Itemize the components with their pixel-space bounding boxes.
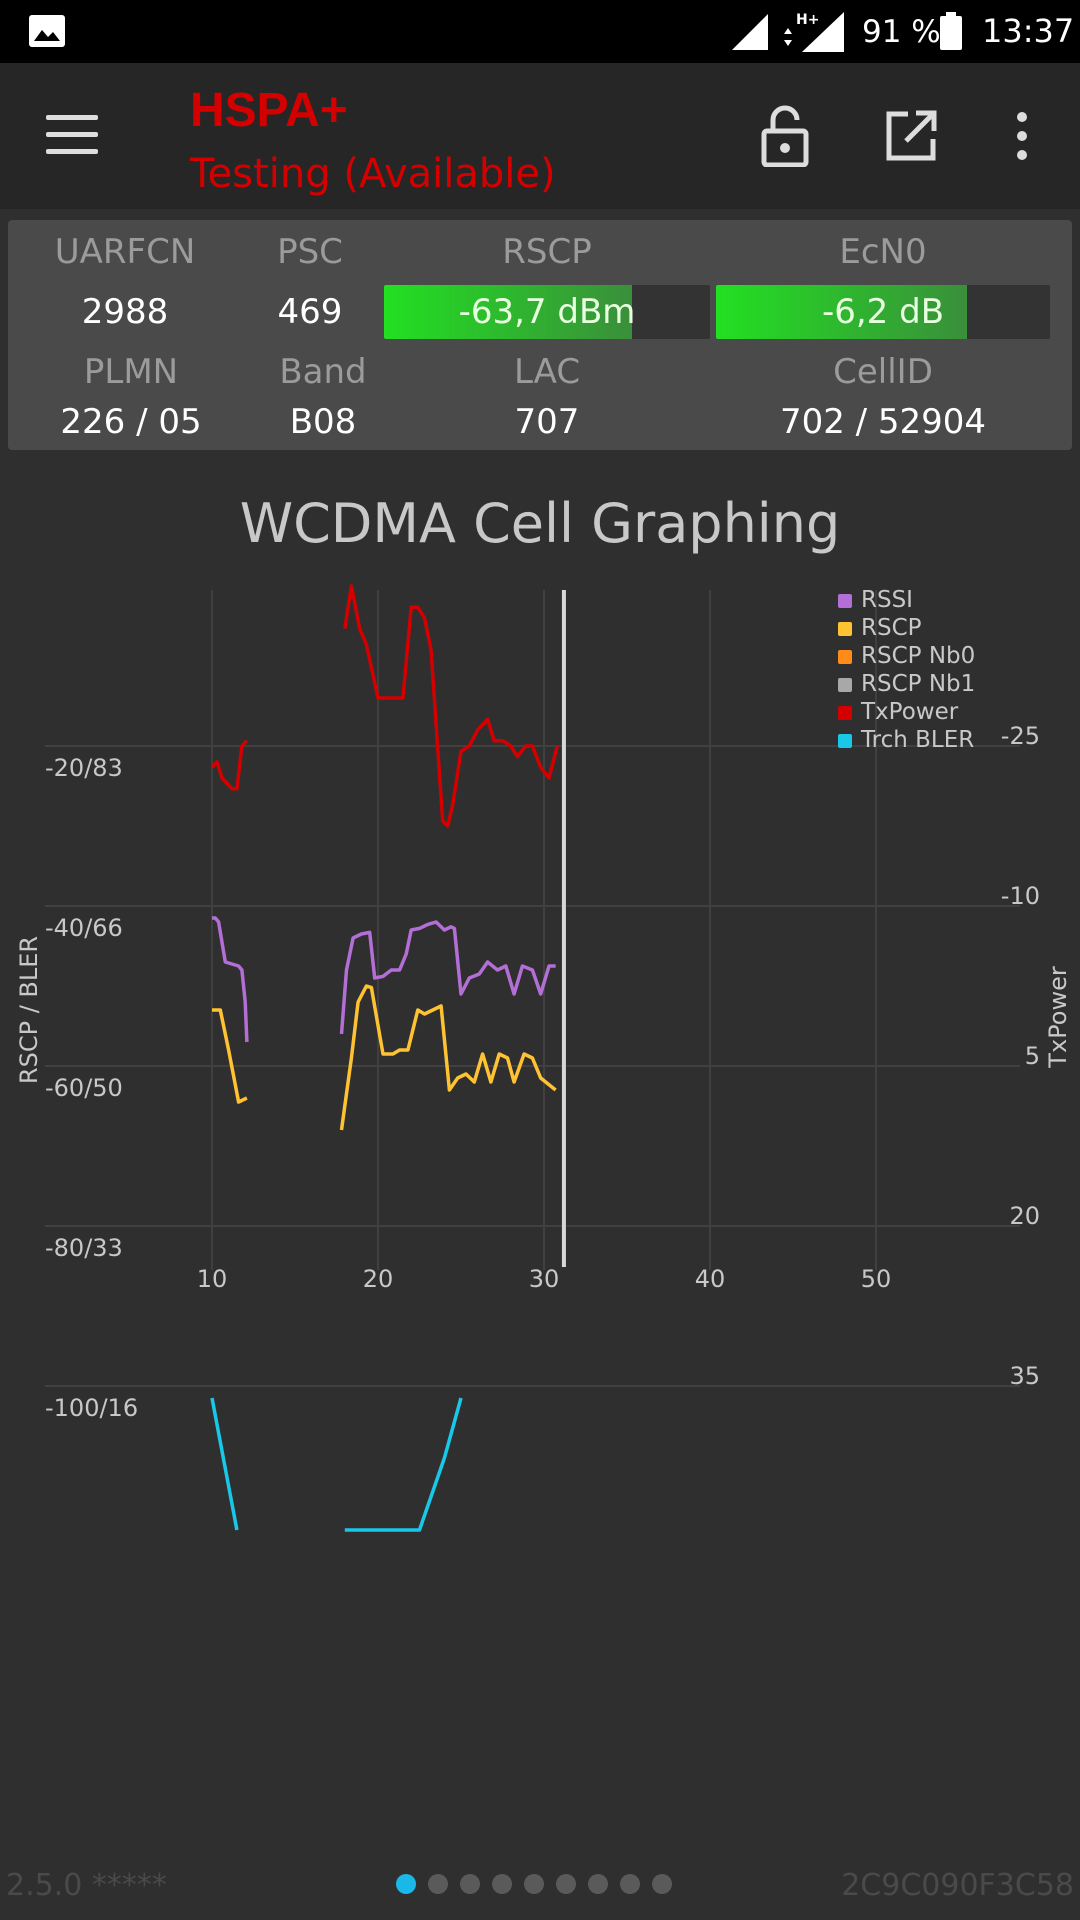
menu-button[interactable] (46, 115, 98, 155)
page-indicator (396, 1874, 672, 1894)
series-line-rssi (339, 920, 556, 1035)
y-right-axis-label: TxPower (1044, 966, 1072, 1069)
menu-icon-line (46, 132, 98, 137)
mobile-data-signal-icon: H+ (784, 12, 844, 52)
signal-strength-icon (732, 14, 768, 50)
series-line-txpower (343, 584, 559, 828)
page-dot[interactable] (396, 1874, 416, 1894)
ecn0-meter-fill (716, 285, 967, 339)
rscp-value: -63,7 dBm (458, 292, 636, 332)
legend-label: RSCP Nb1 (861, 671, 975, 697)
cell-info-card: UARFCN PSC RSCP EcN0 2988 469 -63,7 dBm … (8, 220, 1072, 450)
legend-swatch (838, 678, 852, 692)
legend-label: Trch BLER (860, 727, 974, 753)
cellid-value: 702 / 52904 (779, 402, 987, 442)
uarfcn-label: UARFCN (54, 232, 196, 272)
series-line-rscp (212, 1008, 248, 1104)
y-right-tick-label: 20 (1009, 1202, 1040, 1230)
legend-swatch (838, 734, 852, 748)
rscp-label: RSCP (502, 232, 592, 272)
uarfcn-value: 2988 (81, 292, 169, 332)
y-left-tick-label: -100/16 (45, 1394, 138, 1422)
page-dot[interactable] (556, 1874, 576, 1894)
page-dot[interactable] (428, 1874, 448, 1894)
y-right-tick-label: -10 (1001, 882, 1040, 910)
x-tick-label: 20 (363, 1265, 394, 1293)
image-notification-icon (29, 15, 65, 47)
lac-label: LAC (513, 352, 581, 392)
page-dot[interactable] (652, 1874, 672, 1894)
y-left-tick-label: -60/50 (45, 1074, 123, 1102)
open-external-icon[interactable] (884, 109, 938, 163)
cell-graph-chart[interactable]: -20/83 -40/66 -60/50 -80/33 -100/16 -25 -10 5 20… (0, 560, 1080, 1560)
device-id: 2C9C090F3C58 (841, 1868, 1074, 1903)
series-line-rssi (212, 916, 249, 1043)
page-dot[interactable] (524, 1874, 544, 1894)
battery-icon (940, 12, 962, 50)
network-status: Testing (Available) (190, 151, 556, 197)
cellid-label: CellID (833, 352, 933, 392)
legend-swatch (838, 594, 852, 608)
page-dot[interactable] (588, 1874, 608, 1894)
y-right-tick-label: 5 (1025, 1042, 1040, 1070)
series-line-txpower (210, 739, 249, 791)
app-version: 2.5.0 ***** (6, 1868, 167, 1903)
page-dot[interactable] (460, 1874, 480, 1894)
y-left-tick-label: -40/66 (45, 914, 123, 942)
band-label: Band (279, 352, 367, 392)
unlock-icon[interactable] (760, 105, 810, 167)
y-right-tick-label: -25 (1001, 722, 1040, 750)
page-dot[interactable] (492, 1874, 512, 1894)
menu-icon-line (46, 149, 98, 154)
legend-label: RSCP (861, 615, 922, 641)
clock: 13:37 (982, 12, 1075, 50)
legend-swatch (838, 650, 852, 664)
x-tick-label: 10 (197, 1265, 228, 1293)
rscp-meter: -63,7 dBm (384, 285, 710, 339)
x-tick-label: 30 (529, 1265, 560, 1293)
band-value: B08 (289, 402, 357, 442)
menu-icon-line (46, 115, 98, 120)
lac-value: 707 (514, 402, 580, 442)
plmn-value: 226 / 05 (60, 402, 202, 442)
legend-label: RSSI (861, 587, 913, 613)
ecn0-label: EcN0 (839, 232, 927, 272)
y-left-axis-label: RSCP / BLER (15, 936, 43, 1084)
ecn0-value: -6,2 dB (821, 292, 945, 332)
legend-label: TxPower (860, 699, 959, 725)
network-type-label: H+ (796, 12, 819, 28)
status-bar: H+ 91 % 13:37 (0, 0, 1080, 63)
series-line-trch-bler (210, 1397, 239, 1531)
x-tick-label: 40 (695, 1265, 726, 1293)
page-dot[interactable] (620, 1874, 640, 1894)
series-line-rscp (339, 984, 557, 1131)
ecn0-meter: -6,2 dB (716, 285, 1050, 339)
more-options-icon[interactable] (1010, 111, 1034, 161)
legend-swatch (838, 622, 852, 636)
app-bar: HSPA+ Testing (Available) (0, 63, 1080, 209)
y-left-tick-label: -20/83 (45, 754, 123, 782)
legend-swatch (838, 706, 852, 720)
battery-percent: 91 % (862, 14, 941, 50)
network-title: HSPA+ (190, 84, 348, 137)
series-line-trch-bler (344, 1397, 463, 1532)
psc-value: 469 (277, 292, 343, 332)
chart-title: WCDMA Cell Graphing (239, 492, 841, 555)
y-left-tick-label: -80/33 (45, 1234, 123, 1262)
legend-label: RSCP Nb0 (861, 643, 975, 669)
rscp-meter-fill (384, 285, 632, 339)
plmn-label: PLMN (83, 352, 179, 392)
y-right-tick-label: 35 (1009, 1362, 1040, 1390)
x-tick-label: 50 (861, 1265, 892, 1293)
psc-label: PSC (277, 232, 343, 272)
